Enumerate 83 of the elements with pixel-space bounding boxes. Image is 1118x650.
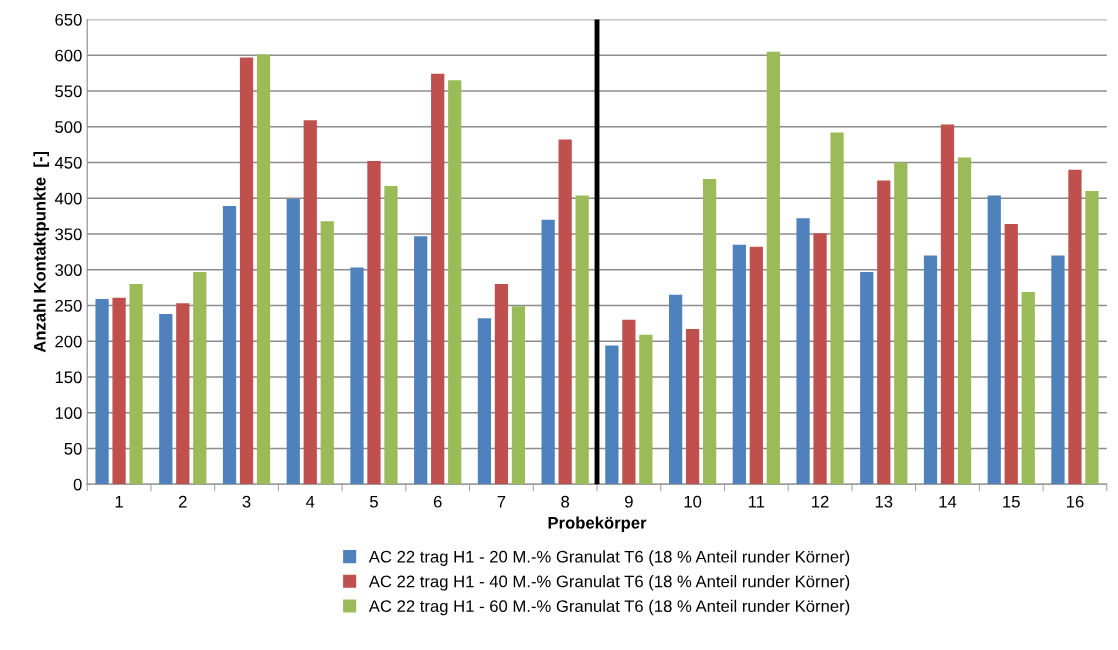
bar — [1051, 255, 1065, 485]
x-tick-label: 9 — [625, 495, 633, 508]
bar — [940, 124, 955, 485]
bar — [541, 219, 555, 485]
bar — [668, 294, 683, 485]
bar — [732, 244, 746, 485]
bar — [813, 233, 827, 485]
bar — [384, 186, 398, 485]
y-tick-label: 500 — [55, 121, 82, 133]
x-tick-label: 12 — [812, 495, 829, 508]
bar — [1004, 223, 1018, 485]
bar — [112, 297, 126, 485]
x-axis-title: Probekörper — [548, 516, 647, 532]
bar — [95, 299, 109, 485]
x-tick-label: 15 — [1003, 495, 1020, 508]
bar — [957, 157, 972, 485]
bar — [367, 161, 381, 485]
bar — [239, 57, 254, 485]
y-tick-label: 650 — [55, 13, 82, 26]
bar — [511, 306, 526, 485]
bar — [414, 236, 428, 485]
bar — [702, 178, 717, 485]
bar — [1085, 191, 1099, 485]
bar — [320, 221, 334, 485]
bar — [256, 54, 271, 485]
bar — [286, 198, 300, 485]
bar — [749, 246, 763, 485]
bar — [622, 319, 636, 485]
x-tick-label: 3 — [242, 495, 251, 508]
y-tick-label: 100 — [55, 407, 82, 419]
x-tick-label: 8 — [561, 495, 570, 508]
y-tick-label: 400 — [54, 192, 82, 205]
x-tick-label: 7 — [497, 495, 506, 508]
y-tick-label: 150 — [55, 371, 82, 384]
y-tick-label: 450 — [54, 156, 82, 169]
bar — [830, 132, 844, 485]
legend-label: AC 22 trag H1 - 60 M.-% Granulat T6 (18 % Anteil runder Körner) — [368, 599, 850, 616]
bar — [448, 80, 462, 485]
legend-label: AC 22 trag H1 - 40 M.-% Granulat T6 (18 % Anteil runder Körner) — [368, 575, 850, 591]
y-tick-label: 250 — [55, 299, 82, 312]
y-tick-label: 50 — [64, 442, 82, 455]
bar — [766, 51, 780, 485]
bar — [1021, 291, 1035, 485]
bar — [1068, 169, 1082, 485]
bar — [494, 284, 509, 485]
x-tick-label: 6 — [433, 495, 442, 508]
x-tick-label: 13 — [875, 495, 893, 508]
y-axis-title: Anzahl Kontaktpunkte [-] — [33, 151, 49, 353]
x-tick-label: 14 — [939, 495, 957, 508]
x-tick-label: 5 — [370, 495, 378, 508]
bar — [159, 314, 173, 485]
x-tick-label: 1 — [115, 495, 123, 508]
y-tick-label: 0 — [73, 478, 82, 491]
bar — [431, 73, 445, 485]
x-tick-label: 11 — [748, 495, 765, 508]
bar — [222, 206, 237, 485]
bar — [350, 267, 364, 485]
y-tick-label: 200 — [55, 335, 82, 348]
bar — [129, 284, 143, 485]
bar — [685, 329, 700, 485]
y-tick-label: 300 — [55, 264, 82, 276]
bar — [193, 271, 207, 485]
x-tick-label: 16 — [1066, 495, 1084, 508]
x-tick-label: 4 — [305, 495, 315, 508]
y-tick-label: 550 — [55, 85, 82, 98]
bar — [796, 218, 810, 485]
y-tick-label: 350 — [55, 228, 82, 241]
bar — [176, 303, 190, 485]
bar — [894, 162, 908, 485]
bar — [477, 318, 492, 485]
x-tick-label: 10 — [684, 495, 702, 508]
bar — [860, 271, 874, 485]
bar — [877, 180, 891, 485]
bar — [558, 139, 572, 485]
bar — [605, 345, 619, 485]
bar — [303, 120, 317, 485]
bar — [923, 255, 938, 485]
x-tick-label: 2 — [179, 495, 187, 508]
bar — [987, 195, 1001, 485]
y-tick-label: 600 — [55, 49, 82, 62]
legend-label: AC 22 trag H1 - 20 M.-% Granulat T6 (18 % Anteil runder Körner) — [368, 550, 850, 566]
bar — [639, 334, 653, 485]
bar — [575, 195, 589, 485]
